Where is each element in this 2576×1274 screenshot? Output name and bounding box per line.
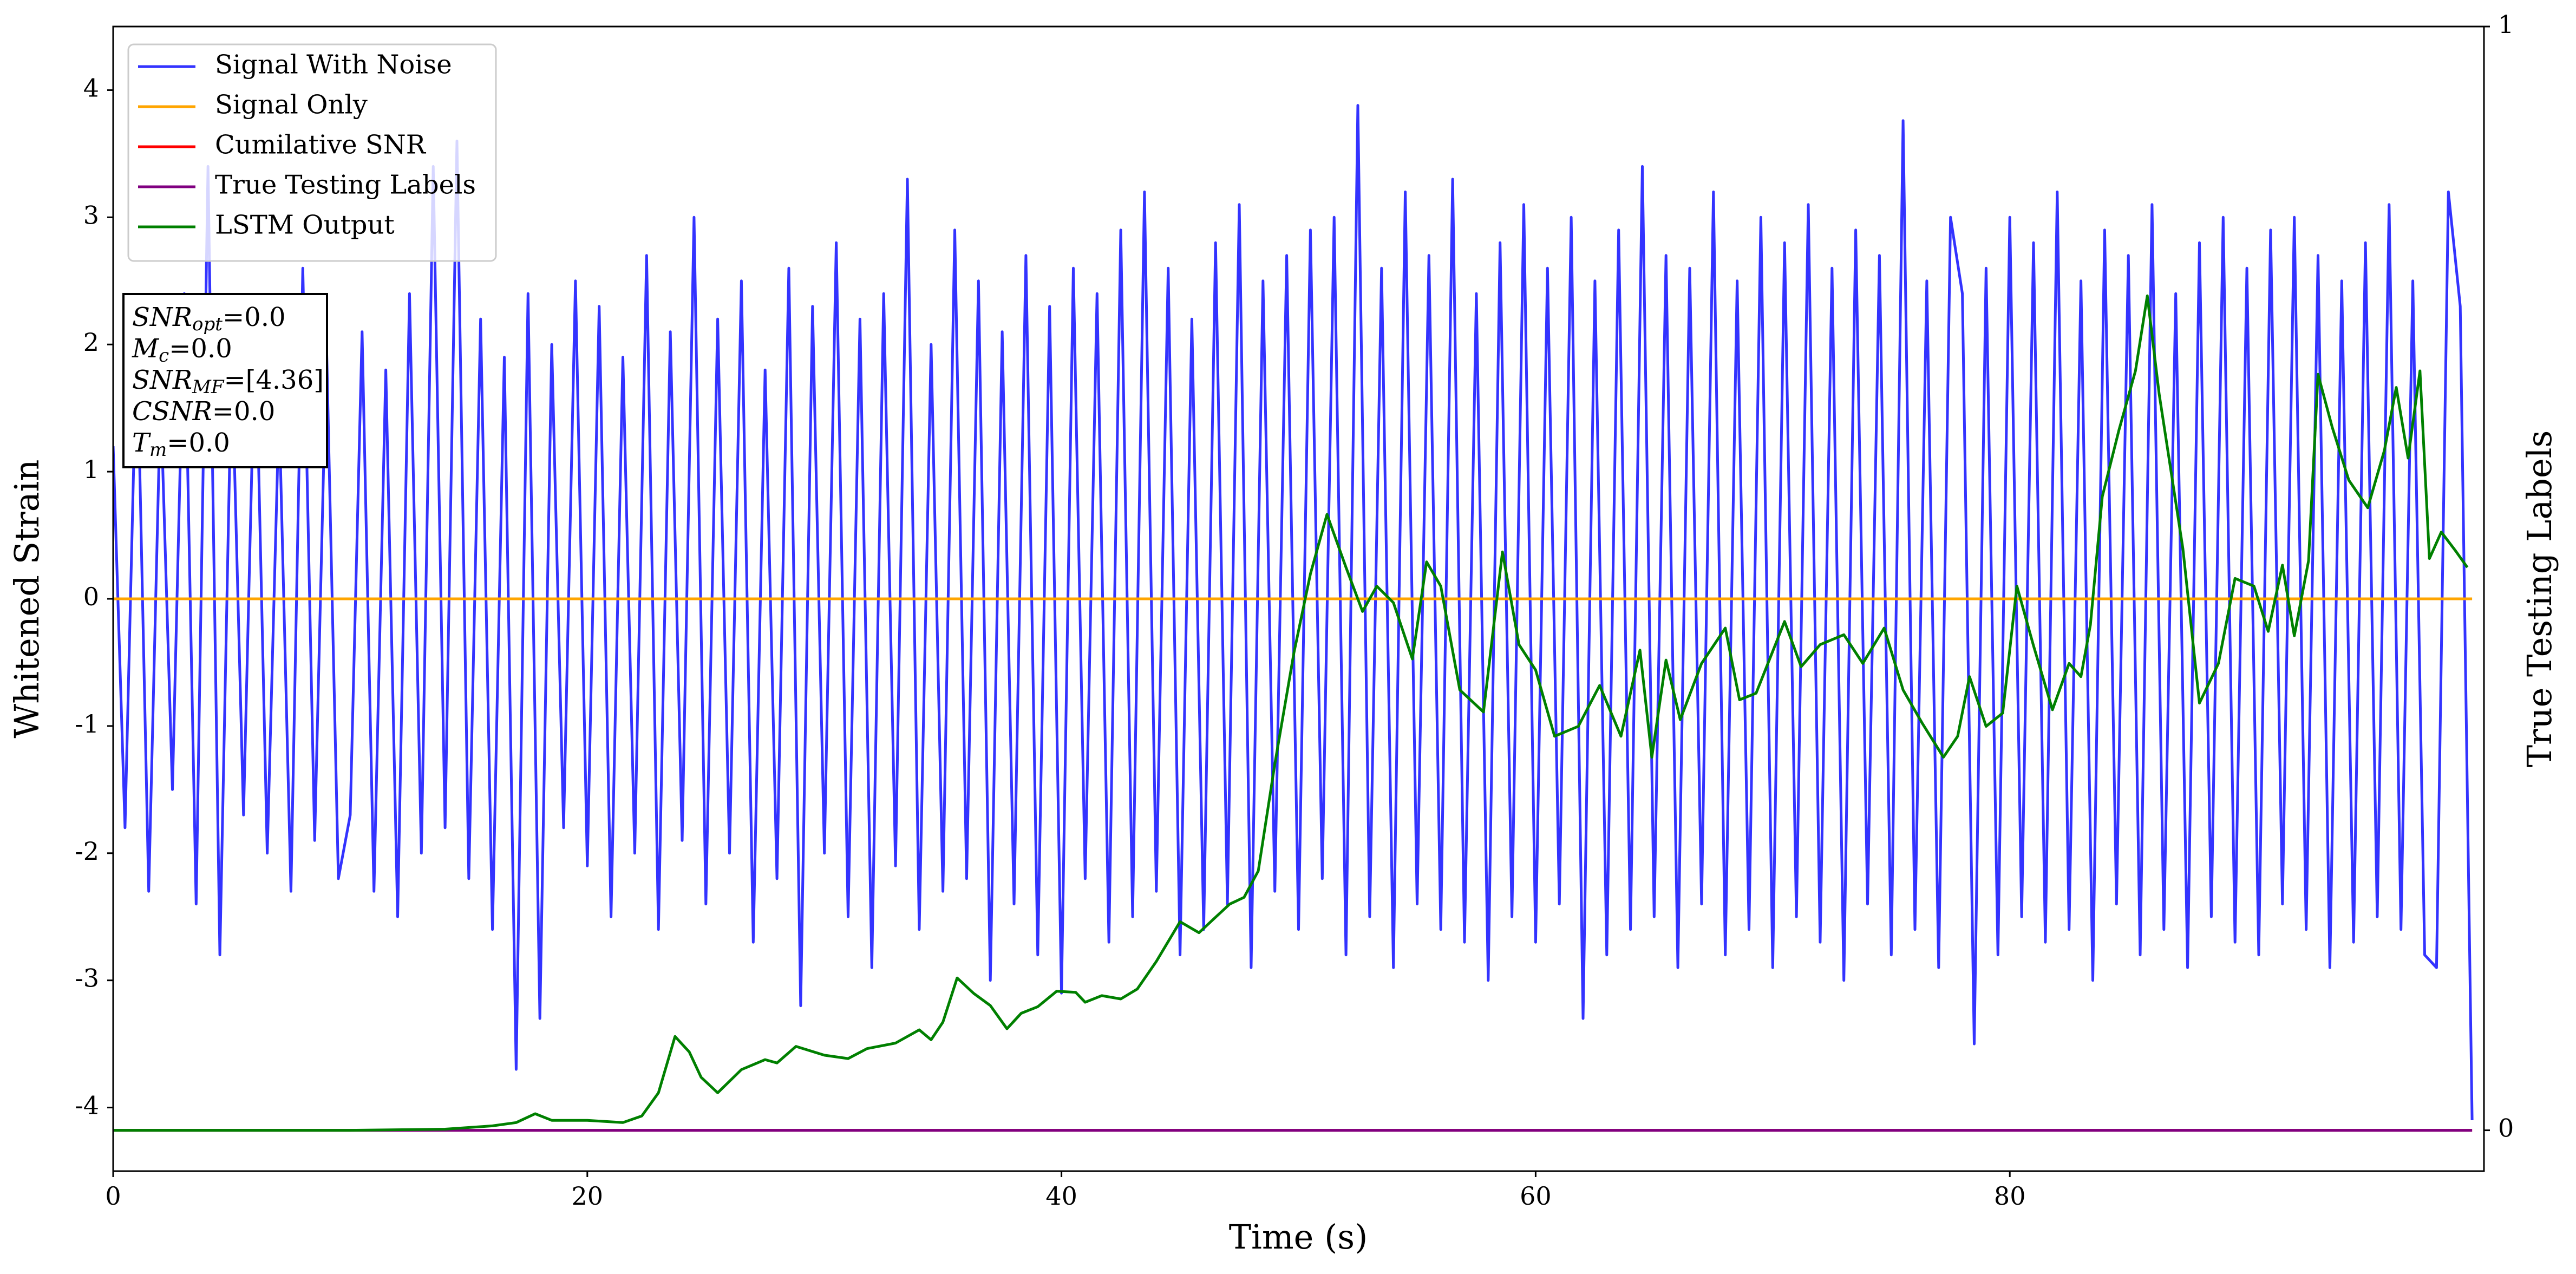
annotation-text: =0.0 [167,428,230,458]
x-tick-label: 80 [1994,1181,2026,1211]
legend: Signal With Noise Signal Only Cumilative S… [127,43,497,262]
y-tick-label: 2 [83,328,99,357]
annotation-text: =0.0 [212,396,276,427]
y2-tick-label: 0 [2498,1114,2514,1143]
x-tick-label: 60 [1520,1181,1552,1211]
annotation-symbol: M [132,334,160,364]
annotation-line: SNRMF=[4.36] [132,365,324,398]
annotation-subscript: opt [192,313,223,335]
x-tick-label: 40 [1045,1181,1077,1211]
annotation-symbol: T [132,428,151,458]
annotation-box [122,293,328,468]
y-tick-label: -4 [75,1091,99,1120]
x-axis-label: Time (s) [1229,1217,1368,1257]
series-line [113,104,2474,1121]
legend-label: Signal With Noise [215,50,452,80]
annotation-line: CSNR=0.0 [132,396,275,427]
legend-label: Signal Only [215,90,368,120]
y2-tick-label: 1 [2498,10,2514,39]
annotation-symbol: CSNR [132,396,212,427]
annotation-text: =[4.36] [224,365,324,395]
y-tick-label: 4 [83,73,99,102]
y-tick-label: 1 [83,455,99,484]
annotation-line: Tm=0.0 [132,428,230,461]
y2-axis-label: True Testing Labels [2520,430,2559,768]
annotation-text: =0.0 [223,302,286,332]
legend-box [127,43,497,262]
annotation-subscript: c [159,345,169,367]
y-tick-label: -1 [75,709,99,739]
annotation-subscript: m [149,439,167,461]
series-line [113,294,2469,1132]
y-tick-label: 3 [83,200,99,230]
annotation-line: SNRopt=0.0 [132,302,286,336]
y-tick-label: 0 [83,582,99,611]
annotation: SNRopt=0.0Mc=0.0SNRMF=[4.36]CSNR=0.0Tm=0… [122,293,328,468]
legend-label: True Testing Labels [215,170,476,200]
annotation-subscript: MF [192,376,225,398]
plot-area [113,104,2474,1132]
annotation-line: Mc=0.0 [132,334,232,367]
annotation-text: =0.0 [169,334,232,364]
y-axis-label: Whitened Strain [7,460,47,739]
annotation-symbol: SNR [132,302,192,332]
annotation-symbol: SNR [132,365,192,395]
legend-label: LSTM Output [215,210,395,240]
x-tick-label: 0 [105,1181,121,1211]
x-tick-label: 20 [572,1181,604,1211]
y-tick-label: -2 [75,837,99,866]
legend-label: Cumilative SNR [215,130,427,160]
y-tick-label: -3 [75,964,99,993]
